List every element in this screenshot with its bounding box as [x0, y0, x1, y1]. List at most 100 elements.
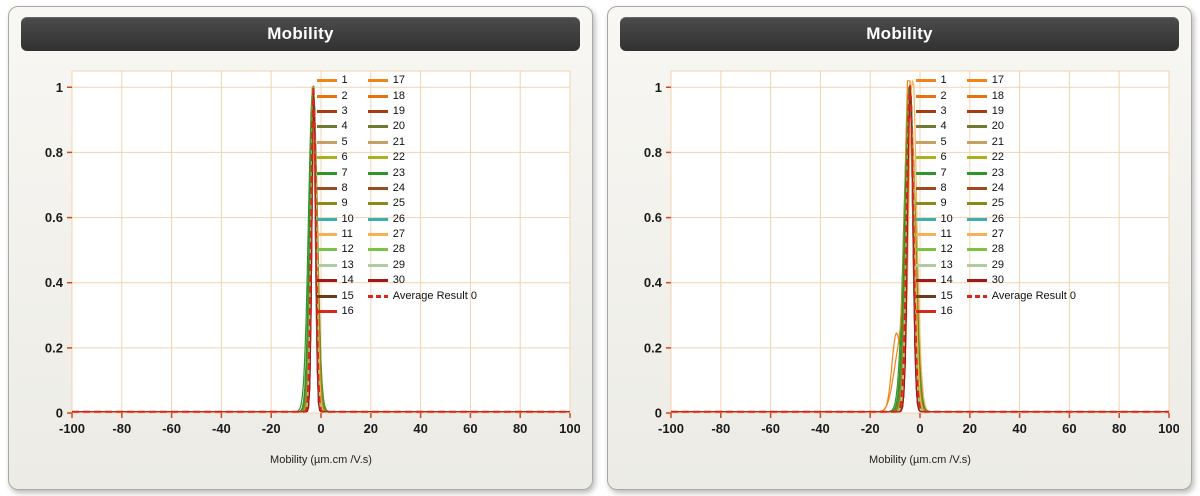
legend-item[interactable]: 22 [966, 150, 1076, 165]
legend-item[interactable]: 22 [367, 150, 477, 165]
legend-item[interactable]: 30 [367, 273, 477, 288]
legend-item[interactable]: 27 [367, 227, 477, 242]
legend-item[interactable]: 28 [966, 242, 1076, 257]
legend-label: 21 [991, 135, 1004, 148]
legend-item[interactable]: 6 [915, 150, 953, 165]
legend-label: 4 [341, 120, 348, 133]
legend-swatch [966, 109, 987, 113]
legend-item[interactable]: 24 [367, 181, 477, 196]
legend-item[interactable]: 8 [316, 181, 354, 196]
legend-item[interactable]: 5 [316, 135, 354, 150]
legend-item[interactable]: Average Result 0 [966, 288, 1076, 303]
legend-item[interactable]: 21 [966, 135, 1076, 150]
legend-label: 24 [991, 181, 1004, 194]
legend-item[interactable]: 25 [966, 196, 1076, 211]
legend-label: 30 [991, 274, 1004, 287]
legend-item[interactable]: 7 [915, 165, 953, 180]
x-tick-label: 60 [463, 421, 477, 436]
legend-item[interactable]: 15 [316, 288, 354, 303]
legend-item[interactable]: 12 [915, 242, 953, 257]
legend-label: 23 [392, 166, 405, 179]
legend-label: 29 [991, 258, 1004, 271]
legend-item[interactable]: 23 [966, 165, 1076, 180]
legend-item[interactable]: 6 [316, 150, 354, 165]
legend-item[interactable]: 25 [367, 196, 477, 211]
legend-swatch [915, 79, 936, 83]
legend-item[interactable]: 12 [316, 242, 354, 257]
legend-label: 26 [392, 212, 405, 225]
legend-swatch [966, 171, 987, 175]
legend-item[interactable]: 27 [966, 227, 1076, 242]
legend-item[interactable]: 16 [915, 304, 953, 319]
x-tick-label: -20 [261, 421, 280, 436]
legend-item[interactable]: 4 [316, 119, 354, 134]
legend-item[interactable]: 10 [915, 212, 953, 227]
legend-label: 9 [341, 197, 348, 210]
legend-item[interactable]: 11 [915, 227, 953, 242]
legend-item[interactable]: 9 [915, 196, 953, 211]
x-tick-label: -60 [761, 421, 780, 436]
legend-item[interactable]: 1 [915, 73, 953, 88]
legend-item[interactable]: 2 [316, 88, 354, 103]
legend-item[interactable]: 18 [367, 88, 477, 103]
legend-item[interactable]: 15 [915, 288, 953, 303]
legend-swatch [915, 310, 936, 314]
legend-item[interactable]: 8 [915, 181, 953, 196]
legend-label: 3 [341, 104, 348, 117]
legend-item[interactable]: 26 [966, 212, 1076, 227]
legend-swatch [966, 202, 987, 206]
y-tick-label: 0.2 [643, 340, 661, 355]
legend-swatch [966, 186, 987, 190]
legend-swatch [966, 248, 987, 252]
legend-item[interactable]: 21 [367, 135, 477, 150]
legend-column: 1 2 3 4 5 6 7 8 9 10 11 12 13 14 15 16 [316, 73, 354, 319]
legend-item[interactable]: 16 [316, 304, 354, 319]
legend-item[interactable]: 24 [966, 181, 1076, 196]
legend-swatch [915, 279, 936, 283]
legend-item[interactable]: 17 [966, 73, 1076, 88]
legend-item[interactable]: 14 [316, 273, 354, 288]
legend-item[interactable]: 9 [316, 196, 354, 211]
legend-item[interactable]: Average Result 0 [367, 288, 477, 303]
legend-column: 17 18 19 20 21 22 23 24 25 26 27 28 29 30 Average Resu… [966, 73, 1076, 319]
series-line [71, 85, 570, 413]
legend-item[interactable]: 28 [367, 242, 477, 257]
legend-swatch [966, 279, 987, 283]
legend-item[interactable]: 1 [316, 73, 354, 88]
legend-item[interactable]: 17 [367, 73, 477, 88]
legend-item[interactable]: 7 [316, 165, 354, 180]
legend-item[interactable]: 10 [316, 212, 354, 227]
mobility-chart: -100 -80 -60 -40 -20 0 20 40 60 80 100 0 0.2 0.4 0.6 0.… [643, 70, 1179, 466]
legend-item[interactable]: 13 [915, 258, 953, 273]
legend-item[interactable]: 18 [966, 88, 1076, 103]
legend-item[interactable]: 30 [966, 273, 1076, 288]
legend-item[interactable]: 29 [966, 258, 1076, 273]
legend-item[interactable]: 19 [966, 104, 1076, 119]
legend-item[interactable]: 5 [915, 135, 953, 150]
y-tick-label: 0.2 [44, 340, 62, 355]
y-tick-label: 0.8 [44, 145, 62, 160]
legend-item[interactable]: 29 [367, 258, 477, 273]
legend-swatch [915, 186, 936, 190]
legend-item[interactable]: 26 [367, 212, 477, 227]
legend-swatch [316, 94, 337, 98]
legend-item[interactable]: 3 [915, 104, 953, 119]
legend-swatch [915, 140, 936, 144]
legend-item[interactable]: 3 [316, 104, 354, 119]
legend-item[interactable]: 4 [915, 119, 953, 134]
legend-item[interactable]: 2 [915, 88, 953, 103]
legend-item[interactable]: 20 [966, 119, 1076, 134]
legend-swatch [367, 186, 388, 190]
legend-label: 16 [940, 305, 953, 318]
legend-item[interactable]: 14 [915, 273, 953, 288]
legend-item[interactable]: 11 [316, 227, 354, 242]
legend-label: 28 [991, 243, 1004, 256]
legend-item[interactable]: 19 [367, 104, 477, 119]
panel-title: Mobility [866, 24, 933, 43]
x-tick-label: -60 [162, 421, 181, 436]
legend-item[interactable]: 20 [367, 119, 477, 134]
legend-label: 20 [392, 120, 405, 133]
legend-label: 27 [991, 228, 1004, 241]
legend-item[interactable]: 23 [367, 165, 477, 180]
legend-item[interactable]: 13 [316, 258, 354, 273]
